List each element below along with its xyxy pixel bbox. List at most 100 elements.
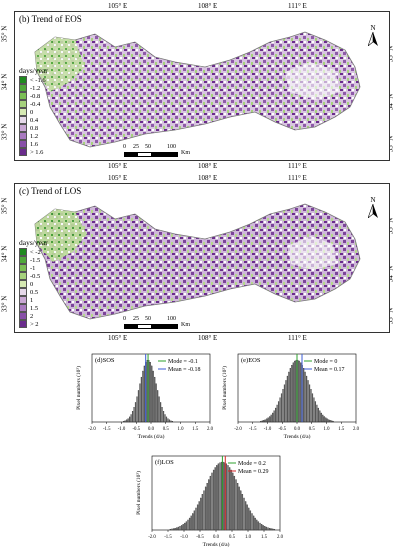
lat-label-left-2: 34° N [0, 73, 9, 91]
histogram-bar [311, 393, 314, 423]
histogram-bar [195, 507, 197, 531]
x-tick-label: -1.5 [164, 535, 172, 540]
legend-item: -0.4 [19, 100, 40, 108]
histogram-bar [227, 465, 229, 531]
lon-label-top-2: 108° E [198, 174, 218, 182]
histogram-bar [323, 416, 325, 423]
histogram-bar [187, 519, 189, 531]
histogram-bar [200, 497, 202, 531]
x-tick-label: 1.0 [324, 427, 331, 432]
histogram-bar [322, 414, 324, 423]
study-area-map [34, 31, 361, 148]
histogram-bar [182, 524, 184, 531]
map-title: (b) Trend of EOS [19, 14, 82, 24]
histogram-bar [134, 402, 137, 423]
x-tick-label: 1.5 [338, 427, 345, 432]
histogram-bar [143, 365, 145, 423]
lon-label-bottom-2: 108° E [198, 162, 218, 170]
histogram-eos: (e)EOS Mode = 0 Mean = 0.17 -2.0 -1.5 -1.0 -0.… [218, 350, 360, 440]
histogram-bar [292, 362, 294, 423]
histogram-bar [300, 362, 302, 423]
north-arrow-icon [367, 31, 378, 47]
x-tick-label: -1.5 [249, 427, 257, 432]
histogram-bar [193, 510, 196, 531]
histogram-bar [233, 475, 236, 531]
mode-label: Mode = 0 [314, 359, 337, 365]
legend-item: < -2 [19, 248, 41, 256]
legend-item: 0.8 [19, 124, 38, 132]
x-axis-label: Trends (d/a) [138, 433, 165, 440]
map-legend: days/year < -2 -1.5 -1 -0.5 0 0.5 1 1.5 … [19, 238, 69, 332]
histogram-bar [185, 521, 188, 531]
histogram-bar [288, 371, 290, 423]
x-tick-label: 1.0 [178, 427, 185, 432]
x-tick-label: -1.5 [103, 427, 111, 432]
histogram-bar [320, 412, 322, 423]
histogram-bar [124, 420, 126, 423]
map-legend: days/year < -1.6 -1.2 -0.8 -0.4 0 0.4 0.… [19, 66, 69, 160]
x-tick-label: 2.0 [207, 427, 214, 432]
histogram-bar [235, 479, 237, 531]
histogram-bar [206, 483, 208, 531]
histogram-bar [249, 510, 252, 531]
histogram-bar [168, 419, 171, 423]
x-tick-label: 1.5 [261, 535, 268, 540]
histogram-bar [176, 527, 178, 531]
mode-label: Mode = 0.2 [238, 461, 266, 467]
x-tick-label: -2.0 [234, 427, 242, 432]
histogram-bar [165, 416, 168, 423]
x-tick-label: 2.0 [353, 427, 360, 432]
histogram-bar [307, 380, 309, 423]
histogram-sos: (d)SOS Mode = -0.1 Mean = -0.18 -2.0 -1.5 -1.… [72, 350, 214, 440]
histogram-bar [331, 420, 333, 423]
histogram-bar [259, 522, 261, 531]
histogram-bar [254, 517, 256, 531]
histogram-bar [268, 527, 271, 531]
histogram-bar [276, 404, 278, 423]
histogram-bar [196, 504, 199, 531]
histogram-bar [190, 515, 192, 531]
north-label: N [370, 24, 376, 32]
histogram-bar [155, 383, 157, 423]
histogram-bar [238, 486, 240, 531]
histogram-bar [266, 418, 268, 423]
x-tick-label: 0.5 [163, 427, 170, 432]
legend-item: > 1.6 [19, 148, 43, 156]
lon-label-bottom-3: 111° E [288, 334, 307, 342]
histogram-bar [236, 483, 239, 531]
histogram-bar [319, 410, 321, 423]
x-tick-label: 0.0 [213, 535, 220, 540]
mode-label: Mode = -0.1 [168, 359, 198, 365]
lon-label-top-2: 108° E [198, 2, 218, 10]
histogram-bar [240, 490, 242, 531]
legend-item: -1 [19, 264, 35, 272]
legend-item: > 2 [19, 320, 39, 328]
histogram-bar [170, 420, 172, 423]
legend-item: 0.5 [19, 288, 38, 296]
lat-label-left-2: 34° N [0, 245, 9, 263]
histogram-bar [241, 494, 244, 531]
histogram-bar [273, 528, 276, 531]
histogram-bar [162, 411, 165, 423]
x-tick-label: 0.5 [309, 427, 316, 432]
histogram-bar [232, 472, 234, 531]
histogram-bar [332, 420, 334, 423]
histogram-bar [225, 463, 228, 531]
histogram-bar [126, 419, 128, 423]
histogram-bar [214, 467, 216, 531]
histogram-bar [171, 421, 173, 423]
north-arrow: N [367, 24, 379, 48]
x-tick-label: -1.0 [180, 535, 188, 540]
histogram-bar [269, 416, 271, 423]
chart-title: (e)EOS [241, 357, 261, 364]
region-boundary [34, 31, 361, 148]
histogram-bar [172, 528, 175, 531]
histogram-bar [291, 365, 293, 423]
histogram-bar [211, 472, 213, 531]
histogram-bar [283, 384, 286, 423]
x-tick-label: -2.0 [88, 427, 96, 432]
lon-label-top-1: 105° E [108, 2, 128, 10]
histogram-bar [262, 525, 264, 531]
histogram-bar [272, 528, 274, 531]
x-axis-label: Trends (d/a) [284, 433, 311, 440]
